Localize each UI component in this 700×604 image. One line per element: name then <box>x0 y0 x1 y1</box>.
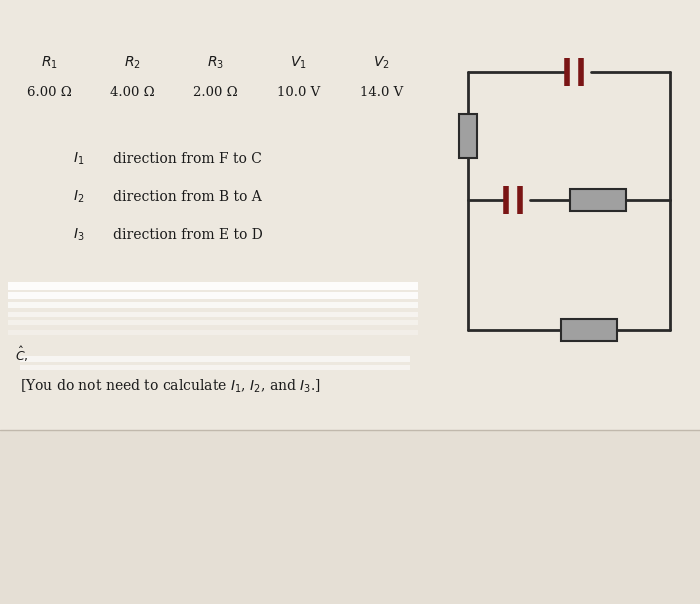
Text: 4.00 Ω: 4.00 Ω <box>110 86 155 100</box>
Text: direction from F to C: direction from F to C <box>113 152 262 166</box>
Text: D: D <box>678 334 689 348</box>
Text: $V_1$: $V_1$ <box>505 218 522 234</box>
Bar <box>55 140 103 178</box>
Bar <box>91 48 174 78</box>
Text: 2.00 Ω: 2.00 Ω <box>193 86 238 100</box>
Text: A: A <box>450 54 460 68</box>
Text: C: C <box>678 193 689 207</box>
Bar <box>257 78 340 108</box>
Text: $R_1$: $R_1$ <box>41 55 58 71</box>
Text: $R_2$: $R_2$ <box>482 120 499 136</box>
Bar <box>8 292 418 299</box>
Text: $I_2$: $I_2$ <box>74 189 85 205</box>
Text: direction from B to A: direction from B to A <box>113 190 262 204</box>
Bar <box>55 178 103 216</box>
Bar <box>459 114 477 158</box>
Text: d) [25%] Apply loop rule for loop- (FCDEF).: d) [25%] Apply loop rule for loop- (FCDE… <box>8 535 364 550</box>
Bar <box>340 78 423 108</box>
Text: $R_2$: $R_2$ <box>124 55 141 71</box>
Text: E: E <box>450 334 460 348</box>
Bar <box>8 282 418 290</box>
Text: 14.0 V: 14.0 V <box>360 86 403 100</box>
Bar <box>8 48 423 108</box>
Text: B: B <box>678 54 688 68</box>
Bar <box>103 216 343 254</box>
Bar <box>8 320 418 325</box>
Bar <box>561 319 617 341</box>
Bar <box>174 78 257 108</box>
Bar <box>8 330 418 335</box>
Text: $R_3$: $R_3$ <box>207 55 224 71</box>
Text: $\hat{C},$: $\hat{C},$ <box>15 345 29 364</box>
Bar <box>8 312 418 317</box>
Bar <box>570 189 626 211</box>
Bar <box>103 178 343 216</box>
Text: shown in the Figure. Their values are given at the table.: shown in the Figure. Their values are gi… <box>8 30 412 44</box>
Text: Three resistors are connected to two DC sources as: Three resistors are connected to two DC … <box>8 14 380 28</box>
Bar <box>8 78 91 108</box>
Bar <box>8 48 91 78</box>
Text: $R_3$: $R_3$ <box>580 286 598 302</box>
Bar <box>0 430 700 604</box>
Text: Assume the current direction as following: Assume the current direction as followin… <box>8 120 309 134</box>
Text: $V_2$: $V_2$ <box>373 55 390 71</box>
Bar <box>340 48 423 78</box>
Text: $V_2$: $V_2$ <box>597 94 614 111</box>
Text: $R_1$: $R_1$ <box>589 218 606 234</box>
Text: F: F <box>450 193 460 207</box>
Text: $I_1$: $I_1$ <box>74 151 85 167</box>
Text: b) [25%] Apply loop rule for loop- (ABDEA): b) [25%] Apply loop rule for loop- (ABDE… <box>8 445 361 460</box>
Text: 6.00 Ω: 6.00 Ω <box>27 86 72 100</box>
Text: direction from E to D: direction from E to D <box>113 228 262 242</box>
Bar <box>257 48 340 78</box>
Text: $V_1$: $V_1$ <box>290 55 307 71</box>
Text: $I_3$: $I_3$ <box>74 226 85 243</box>
Bar <box>174 48 257 78</box>
Bar <box>103 140 343 178</box>
Bar <box>8 302 418 308</box>
Bar <box>55 216 103 254</box>
Text: 10.0 V: 10.0 V <box>277 86 320 100</box>
Text: a)  [25%] Apply junction rule at C.: a) [25%] Apply junction rule at C. <box>8 265 253 280</box>
Bar <box>91 78 174 108</box>
Text: c) [25%] Apply loop rule for loop- (BCFAB): c) [25%] Apply loop rule for loop- (BCFA… <box>8 490 358 504</box>
Bar <box>20 365 410 370</box>
Bar <box>20 356 410 362</box>
Text: [You do not need to calculate $I_1$, $I_2$, and $I_3$.]: [You do not need to calculate $I_1$, $I_… <box>20 378 321 396</box>
